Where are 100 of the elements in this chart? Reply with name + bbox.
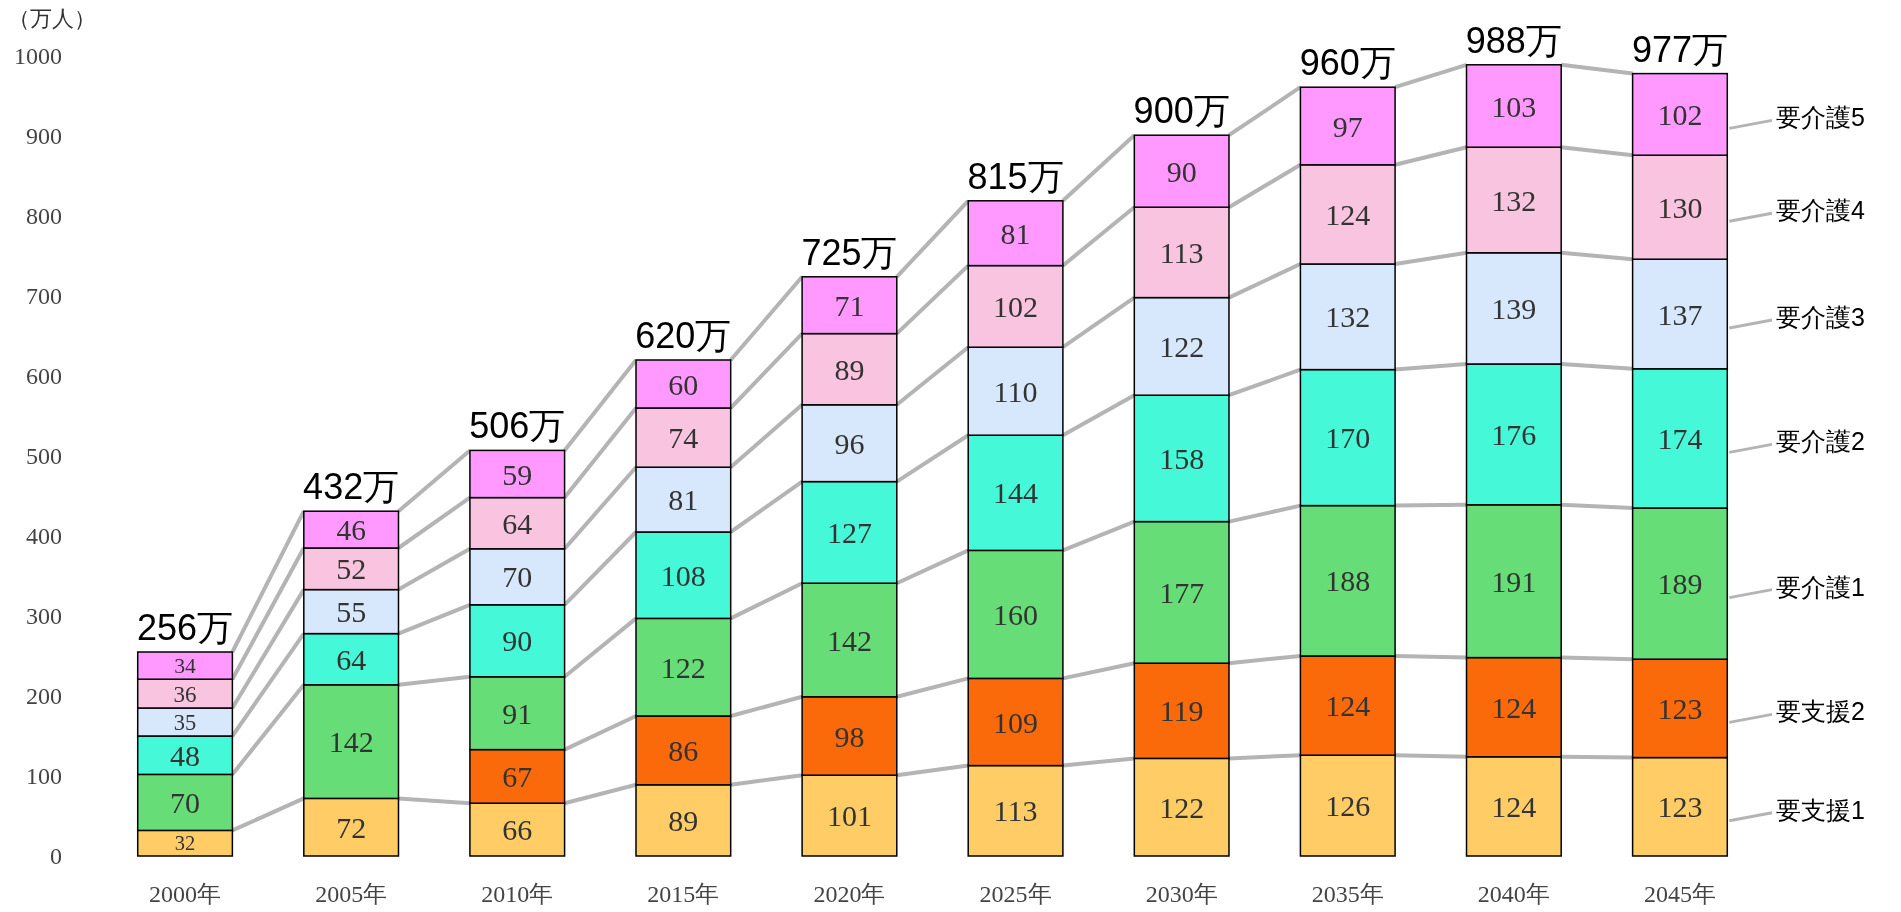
data-label: 127: [826, 515, 872, 549]
data-label: 32: [174, 832, 196, 855]
y-tick-label: 700: [26, 283, 62, 309]
data-label: 142: [826, 623, 872, 657]
total-label: 432万: [303, 466, 400, 508]
data-label: 89: [668, 803, 699, 837]
data-label: 81: [668, 483, 699, 517]
data-label: 170: [1325, 421, 1371, 455]
x-tick-label: 2020年: [813, 881, 886, 907]
series-label: 要介護1: [1776, 572, 1865, 601]
data-label: 122: [1159, 329, 1205, 363]
data-label: 70: [502, 560, 533, 594]
series-label: 要支援2: [1776, 697, 1865, 726]
data-label: 119: [1159, 694, 1204, 728]
x-tick-label: 2005年: [315, 881, 388, 907]
series-label: 要介護2: [1776, 427, 1865, 456]
data-label: 124: [1491, 690, 1537, 724]
data-label: 102: [993, 289, 1039, 323]
data-label: 46: [336, 513, 366, 546]
data-label: 89: [834, 352, 865, 386]
data-label: 66: [502, 813, 533, 847]
y-tick-label: 200: [26, 683, 62, 709]
total-label: 900万: [1133, 90, 1230, 132]
y-tick-label: 600: [26, 363, 62, 389]
x-tick-label: 2040年: [1477, 881, 1550, 907]
data-label: 64: [502, 506, 533, 540]
data-label: 189: [1657, 567, 1703, 601]
data-label: 122: [1159, 790, 1205, 824]
data-label: 86: [668, 733, 699, 767]
data-label: 55: [336, 595, 367, 629]
total-label: 815万: [967, 155, 1064, 197]
total-label: 725万: [801, 231, 898, 273]
data-label: 34: [174, 654, 197, 679]
data-label: 160: [993, 597, 1039, 631]
data-label: 158: [1159, 441, 1205, 475]
data-label: 64: [336, 642, 367, 676]
x-tick-label: 2030年: [1145, 881, 1218, 907]
data-label: 177: [1159, 575, 1205, 609]
data-label: 91: [502, 696, 533, 730]
x-tick-label: 2015年: [647, 881, 720, 907]
data-label: 124: [1491, 789, 1537, 823]
data-label: 72: [336, 810, 367, 844]
series-label: 要支援1: [1776, 795, 1865, 824]
x-tick-label: 2035年: [1311, 881, 1384, 907]
data-label: 48: [170, 738, 201, 772]
total-label: 256万: [137, 607, 234, 648]
data-label: 113: [993, 794, 1038, 828]
x-tick-label: 2025年: [979, 881, 1052, 907]
total-label: 506万: [469, 405, 566, 447]
data-label: 113: [1159, 235, 1204, 269]
series-label: 要介護5: [1776, 103, 1865, 132]
data-label: 132: [1325, 300, 1371, 334]
data-label: 102: [1657, 97, 1703, 131]
data-label: 67: [502, 759, 533, 793]
data-label: 60: [668, 367, 699, 401]
total-label: 988万: [1465, 19, 1562, 61]
data-label: 90: [502, 624, 533, 658]
data-label: 188: [1325, 564, 1371, 598]
y-tick-label: 900: [26, 123, 62, 149]
y-tick-label: 1000: [14, 43, 62, 69]
series-label: 要介護3: [1776, 303, 1865, 331]
series-label: 要介護4: [1776, 196, 1865, 225]
x-tick-label: 2010年: [481, 881, 554, 907]
data-label: 97: [1332, 109, 1363, 143]
data-label: 52: [336, 552, 367, 586]
data-label: 191: [1491, 564, 1537, 598]
data-label: 130: [1657, 190, 1703, 224]
data-label: 96: [834, 426, 865, 460]
data-label: 110: [993, 374, 1038, 408]
y-tick-label: 300: [26, 603, 62, 629]
data-label: 70: [170, 785, 201, 819]
data-label: 126: [1325, 789, 1371, 823]
data-label: 123: [1657, 790, 1703, 824]
data-label: 36: [173, 680, 197, 707]
data-label: 122: [660, 650, 706, 684]
data-label: 103: [1491, 89, 1537, 123]
data-label: 123: [1657, 691, 1703, 725]
data-label: 176: [1491, 417, 1537, 451]
data-label: 124: [1325, 689, 1371, 723]
y-tick-label: 0: [50, 843, 62, 869]
data-label: 142: [328, 725, 374, 759]
y-axis-title: （万人）: [8, 6, 96, 31]
data-label: 81: [1000, 216, 1031, 250]
data-label: 137: [1657, 297, 1703, 331]
data-label: 101: [826, 799, 872, 833]
data-label: 139: [1491, 291, 1537, 325]
data-label: 124: [1325, 197, 1371, 231]
y-tick-label: 800: [26, 203, 62, 229]
y-tick-label: 400: [26, 523, 62, 549]
data-label: 35: [173, 709, 197, 735]
total-label: 960万: [1299, 42, 1396, 84]
data-label: 59: [502, 457, 533, 491]
data-label: 109: [993, 705, 1039, 739]
data-label: 108: [660, 558, 706, 592]
data-label: 71: [834, 288, 865, 322]
data-label: 132: [1491, 183, 1537, 217]
x-tick-label: 2000年: [149, 881, 222, 907]
y-tick-label: 100: [26, 763, 62, 789]
data-label: 144: [993, 476, 1039, 510]
data-label: 90: [1166, 154, 1197, 188]
